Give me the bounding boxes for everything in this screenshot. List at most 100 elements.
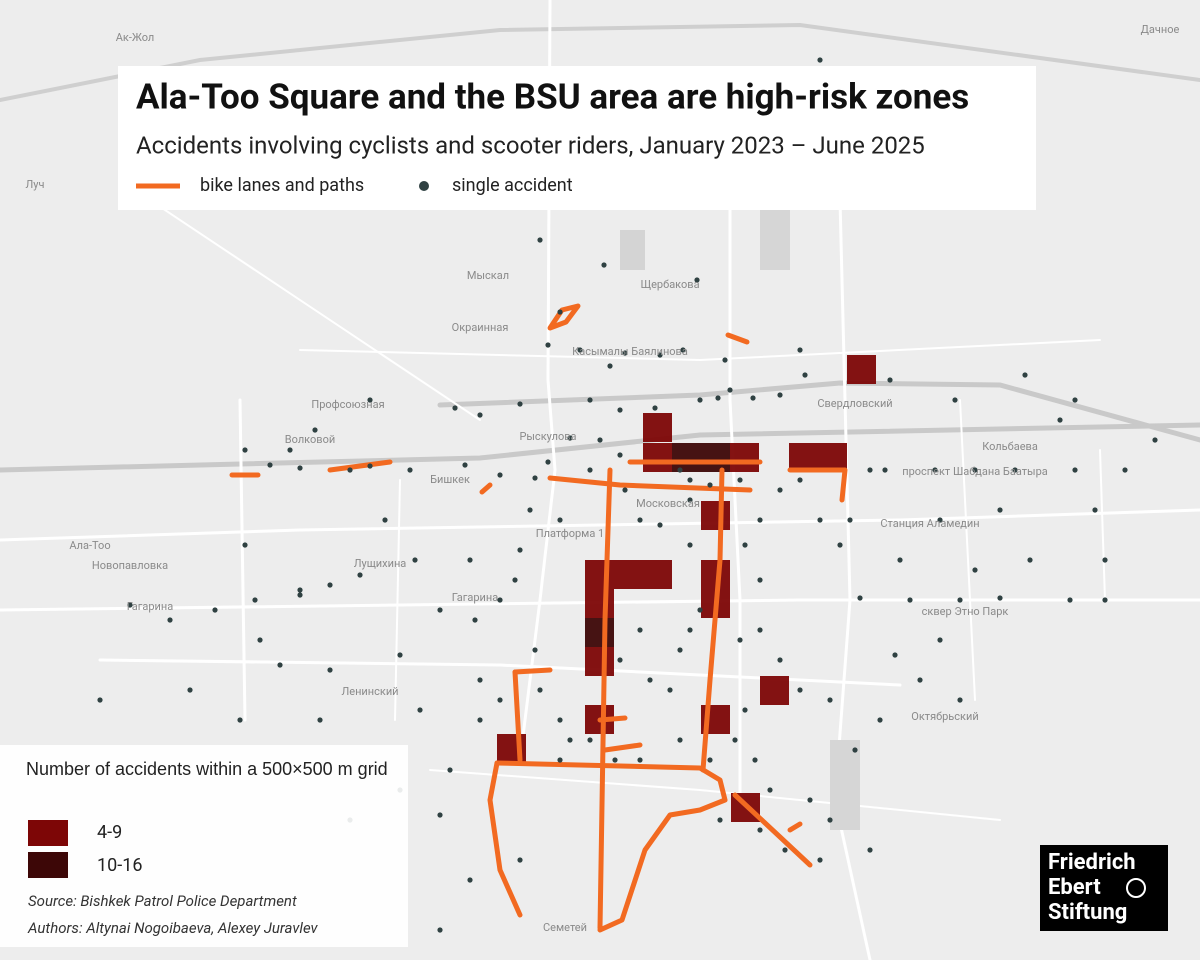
map-label: Профсоюзная	[311, 398, 384, 411]
grid-cell	[643, 560, 672, 589]
logo-box	[1040, 845, 1168, 931]
bike-lane	[512, 667, 553, 675]
map-label: Гагарина	[452, 591, 498, 604]
accident-dot	[637, 627, 643, 633]
accident-dot	[817, 57, 823, 63]
accident-dot	[557, 517, 563, 523]
source: Source: Bishkek Patrol Police Department	[28, 892, 297, 910]
accident-dot	[897, 557, 903, 563]
bike-lane	[597, 715, 628, 723]
legend-lane-label: bike lanes and paths	[200, 175, 364, 196]
accident-dot	[1012, 467, 1018, 473]
accident-dot	[1122, 467, 1128, 473]
accident-dot	[327, 667, 333, 673]
accident-dot	[867, 467, 873, 473]
accident-dot	[532, 647, 538, 653]
accident-dot	[557, 717, 563, 723]
accident-dot	[567, 737, 573, 743]
accident-dot	[1092, 507, 1098, 513]
accident-dot	[717, 817, 723, 823]
accident-dot	[727, 387, 733, 393]
accident-dot	[187, 687, 193, 693]
accident-dot	[937, 517, 943, 523]
accident-dot	[545, 342, 551, 348]
accident-dot	[297, 592, 303, 598]
grid-cell	[789, 443, 818, 472]
title: Ala-Too Square and the BSU area are high…	[136, 76, 969, 117]
grid-cell	[847, 355, 876, 384]
accident-dot	[697, 397, 703, 403]
accident-dot	[357, 572, 363, 578]
accident-dot	[347, 467, 353, 473]
legend-dot-label: single accident	[452, 175, 573, 196]
logo-globe	[1126, 878, 1146, 898]
accident-dot	[497, 597, 503, 603]
accident-dot	[327, 582, 333, 588]
map-label: Щербакова	[640, 278, 699, 291]
map-label: Новопавловка	[92, 559, 168, 572]
accident-dot	[817, 857, 823, 863]
bike-lane	[547, 303, 581, 331]
accident-dot	[452, 405, 458, 411]
bike-lane	[725, 332, 750, 345]
accident-dot	[497, 472, 503, 478]
accident-dot	[127, 602, 133, 608]
map-label: Лущихина	[354, 557, 407, 570]
accident-dot	[367, 397, 373, 403]
accident-dot	[597, 437, 603, 443]
accident-dot	[1152, 437, 1158, 443]
grid-cell	[701, 501, 730, 530]
grid-cell	[643, 443, 672, 472]
logo-line: Stiftung	[1048, 900, 1127, 925]
accident-dot	[242, 447, 248, 453]
accident-dot	[612, 757, 618, 763]
accident-dot	[737, 637, 743, 643]
accident-dot	[587, 397, 593, 403]
accident-dot	[1022, 372, 1028, 378]
accident-dot	[847, 517, 853, 523]
accident-dot	[567, 435, 573, 441]
map-label: Октябрьский	[911, 710, 978, 723]
accident-dot	[667, 687, 673, 693]
accident-dot	[277, 662, 283, 668]
map-label: Мыскал	[467, 269, 509, 282]
accident-dot	[407, 467, 413, 473]
logo-line: Ebert	[1048, 875, 1101, 900]
accident-dot	[622, 487, 628, 493]
accident-dot	[797, 477, 803, 483]
accident-dot	[752, 757, 758, 763]
accident-dot	[757, 627, 763, 633]
accident-dot	[601, 262, 607, 268]
map-label: Свердловский	[817, 397, 892, 410]
accident-dot	[807, 797, 813, 803]
grid-cell	[672, 443, 701, 472]
accident-dot	[312, 427, 318, 433]
map-label: Московская	[636, 497, 700, 510]
accident-dot	[742, 542, 748, 548]
accident-dot	[932, 467, 938, 473]
accident-dot	[532, 475, 538, 481]
authors: Authors: Altynai Nogoibaeva, Alexey Jura…	[27, 919, 319, 937]
accident-dot	[972, 467, 978, 473]
grid-cell	[701, 443, 730, 472]
accident-dot	[1072, 467, 1078, 473]
accident-dot	[617, 452, 623, 458]
accident-dot	[687, 497, 693, 503]
map-label: Ак-Жол	[116, 31, 155, 44]
bike-lane	[512, 669, 523, 763]
grid-legend-label: 10-16	[97, 855, 142, 876]
accident-dot	[587, 737, 593, 743]
accident-dot	[867, 847, 873, 853]
accident-dot	[382, 517, 388, 523]
accident-dot	[647, 677, 653, 683]
accident-dot	[297, 587, 303, 593]
accident-dot	[252, 597, 258, 603]
accident-dot	[447, 767, 453, 773]
accident-dot	[617, 407, 623, 413]
accident-dot	[687, 542, 693, 548]
bike-lane	[732, 792, 813, 868]
subtitle: Accidents involving cyclists and scooter…	[136, 131, 925, 159]
grid-legend-swatch	[28, 820, 68, 846]
accident-dot	[857, 595, 863, 601]
accident-dot	[782, 847, 788, 853]
